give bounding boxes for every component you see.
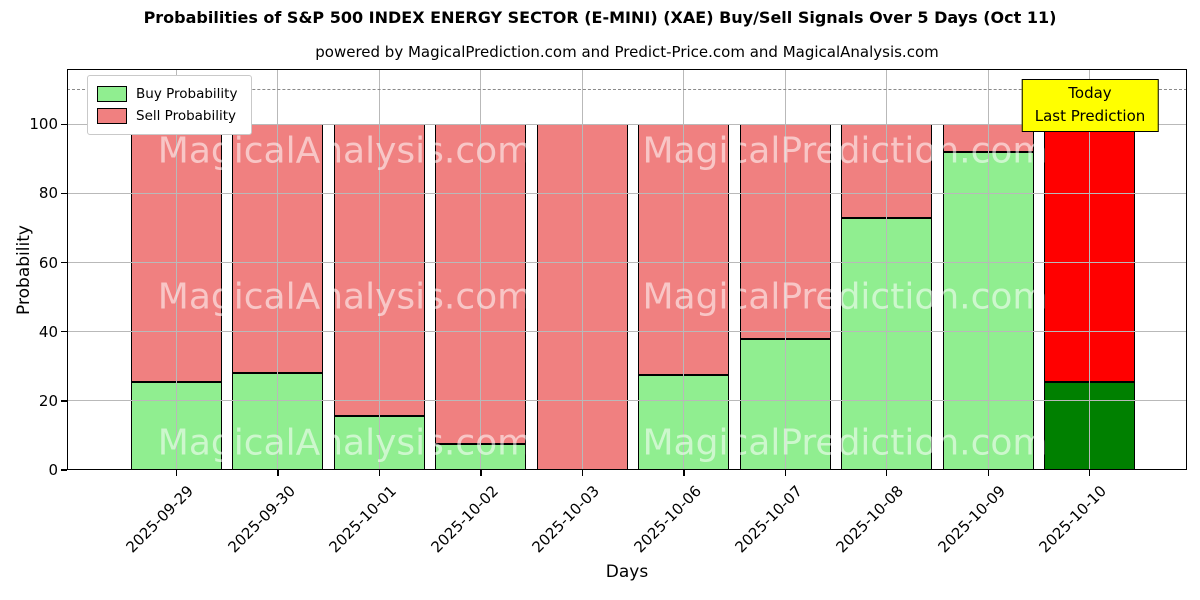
vertical-gridline <box>581 69 583 470</box>
y-tick-mark <box>61 261 67 264</box>
x-tick-mark <box>987 470 989 476</box>
chart-subtitle: powered by MagicalPrediction.com and Pre… <box>315 43 939 61</box>
annotation-line2: Last Prediction <box>1034 106 1146 125</box>
x-tick-label: 2025-10-03 <box>528 482 604 557</box>
y-tick-mark <box>61 123 67 125</box>
vertical-gridline <box>176 69 177 470</box>
y-tick-mark <box>61 331 67 333</box>
x-tick-label: 2025-10-01 <box>325 482 401 557</box>
vertical-gridline <box>378 69 380 470</box>
y-tick-mark <box>61 469 67 471</box>
x-axis-label: Days <box>605 562 649 582</box>
vertical-gridline <box>277 69 279 470</box>
legend-item-sell: Sell Probability <box>97 105 237 127</box>
x-tick-mark <box>581 470 584 476</box>
y-tick-label: 80 <box>38 184 58 203</box>
today-annotation: Today Last Prediction <box>1021 79 1159 132</box>
y-tick-label: 40 <box>38 322 58 341</box>
x-tick-label: 2025-09-29 <box>122 482 198 557</box>
vertical-gridline <box>1089 69 1091 470</box>
horizontal-gridline <box>67 331 1187 333</box>
horizontal-gridline <box>67 400 1187 402</box>
vertical-gridline <box>683 69 685 470</box>
x-tick-mark <box>176 470 178 476</box>
vertical-gridline <box>886 69 888 470</box>
x-tick-mark <box>378 470 381 476</box>
horizontal-gridline <box>67 192 1187 194</box>
horizontal-gridline <box>67 123 1187 125</box>
x-tick-mark <box>784 470 786 476</box>
vertical-gridline <box>480 69 482 470</box>
x-tick-mark <box>277 470 279 476</box>
y-tick-label: 100 <box>29 115 58 134</box>
y-tick-label: 20 <box>38 391 58 410</box>
legend: Buy Probability Sell Probability <box>87 75 253 135</box>
sell-probability-swatch <box>97 108 127 124</box>
x-tick-label: 2025-09-30 <box>224 482 299 557</box>
horizontal-gridline <box>67 262 1187 264</box>
x-tick-mark <box>886 470 888 476</box>
legend-label-buy: Buy Probability <box>136 86 238 102</box>
buy-probability-swatch <box>97 86 127 102</box>
legend-label-sell: Sell Probability <box>136 108 237 124</box>
chart-title: Probabilities of S&P 500 INDEX ENERGY SE… <box>143 8 1057 27</box>
x-tick-label: 2025-10-06 <box>630 482 705 557</box>
x-tick-label: 2025-10-10 <box>1035 482 1111 557</box>
x-tick-mark <box>683 470 685 476</box>
x-tick-mark <box>480 470 482 476</box>
legend-item-buy: Buy Probability <box>97 83 237 105</box>
y-tick-label: 0 <box>48 461 58 479</box>
y-tick-mark <box>61 400 67 402</box>
vertical-gridline <box>784 69 786 470</box>
y-tick-mark <box>61 192 67 195</box>
dashed-threshold-line <box>67 88 1187 90</box>
vertical-gridline <box>987 69 989 470</box>
x-tick-label: 2025-10-09 <box>934 482 1009 557</box>
x-tick-label: 2025-10-02 <box>427 482 502 557</box>
annotation-line1: Today <box>1068 84 1112 102</box>
x-tick-mark <box>1089 470 1091 476</box>
y-tick-label: 60 <box>38 253 58 272</box>
x-tick-label: 2025-10-08 <box>833 482 908 557</box>
x-tick-label: 2025-10-07 <box>731 482 806 557</box>
